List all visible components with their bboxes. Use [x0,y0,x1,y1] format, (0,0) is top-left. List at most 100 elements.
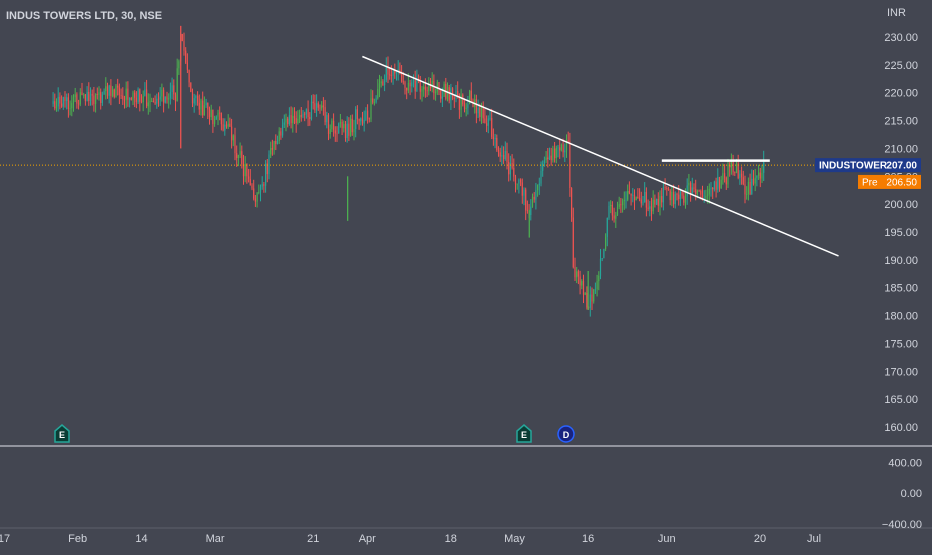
price-axis[interactable]: 230.00225.00220.00215.00210.00205.00200.… [884,32,918,434]
candle-body [195,95,197,99]
price-tick-label: 195.00 [884,227,918,239]
candle-body [96,94,98,95]
candle-body [754,177,756,184]
dividend-marker[interactable]: D [557,425,575,443]
candle-body [186,62,188,70]
candle-body [533,196,535,200]
candle-body [453,97,455,99]
candle-body [557,147,559,149]
candle-body [200,100,202,110]
candle-body [749,181,751,195]
candle-body [351,118,353,133]
indicator-tick-label: −400.00 [882,519,922,531]
candle-body [147,102,149,107]
candle-body [280,131,282,136]
candle-body [662,187,664,203]
earnings-marker[interactable]: E [516,424,532,443]
candle-body [298,115,301,119]
candle-body [404,82,406,88]
candle-body [502,155,505,160]
candle-body [511,162,513,168]
candle-body [100,92,102,103]
candle-body [700,190,702,195]
marker-letter: D [563,430,570,440]
candle-body [54,101,56,109]
candle-body [621,201,624,206]
candle-body [326,115,328,123]
candle-body [545,157,547,161]
candle-body [210,109,212,118]
candle-body [589,294,591,308]
candle-body [407,82,409,91]
candle-body [440,89,442,99]
candle-body [729,165,731,168]
candle-body [538,183,540,186]
candle-body [655,198,658,205]
time-axis[interactable]: 17 Feb 14 Mar 21 Apr 18 May 16 Jun 20 Jul [0,533,821,545]
candle-body [69,108,71,110]
candle-body [674,194,676,205]
candle-body [523,189,525,196]
candle-body [586,293,588,308]
price-tick-label: 170.00 [884,366,918,378]
candle-body [98,92,100,95]
candle-body [338,123,340,134]
candle-body [111,89,114,96]
candle-body [387,66,389,75]
indicator-axis[interactable]: 400.00 0.00 −400.00 [882,457,922,531]
candle-body [76,94,78,104]
candle-body [479,107,481,117]
candle-body [171,85,173,92]
candle-body [671,191,673,201]
candle-body [666,188,668,189]
candle-body [366,110,369,119]
candle-body [193,98,195,104]
candle-body [120,95,122,96]
earnings-marker[interactable]: E [54,424,70,443]
candle-body [74,94,76,98]
candle-body [202,100,204,116]
price-axis-unit: INR [887,7,906,19]
descending-trendline[interactable] [362,55,839,257]
candle-body [652,199,654,212]
price-tick-label: 220.00 [884,88,918,100]
candle-body [594,289,596,291]
candle-body [264,163,267,186]
candle-body [81,92,83,95]
candle-body [77,103,80,105]
candle-body [761,172,763,179]
trendlines-layer[interactable] [362,55,839,257]
candle-body [463,104,466,109]
candle-body [122,95,124,100]
candle-body [127,88,129,100]
candle-body [484,118,486,124]
candle-body [664,187,666,189]
candle-body [526,210,528,212]
candle-body [278,131,280,141]
candle-body [263,184,265,186]
candle-body [519,179,522,183]
candle-body [246,164,248,177]
candle-body [346,123,348,139]
candle-body [310,101,313,119]
candle-body [644,191,646,203]
candle-body [152,100,154,102]
candle-body [494,138,496,139]
candle-body [518,179,520,184]
candle-body [402,81,404,83]
candle-body [598,275,600,282]
candle-body [185,50,187,63]
symbol-title[interactable]: INDUS TOWERS LTD, 30, NSE [6,10,162,22]
candle-body [744,184,746,195]
candle-body [506,150,508,163]
candle-body [59,96,61,104]
candle-body [667,188,670,191]
candle-body [720,179,722,189]
candle-body [576,271,578,278]
candle-body [317,103,319,108]
prev-close-badge: Pre 206.50 [858,174,921,189]
candle-body [625,199,627,201]
